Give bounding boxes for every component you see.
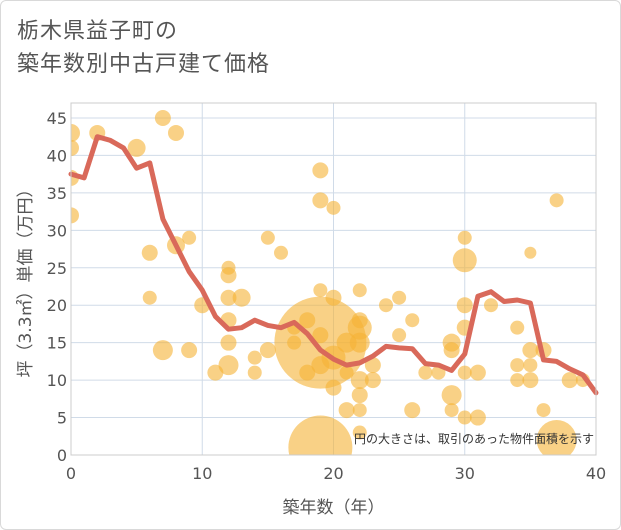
data-bubble: [339, 365, 354, 380]
x-axis-ticks: 0 10 20 30 40: [66, 464, 606, 483]
data-bubble: [71, 139, 79, 156]
data-bubble: [561, 372, 578, 389]
data-bubble: [364, 372, 381, 389]
x-tick-label: 40: [586, 464, 606, 483]
data-bubble: [152, 340, 173, 361]
y-axis-title: 坪（3.3㎡）単価（万円）: [16, 180, 36, 377]
data-bubble: [247, 365, 262, 380]
y-axis-ticks: 0 5 10 15 20 25 30 35 40 45: [47, 109, 67, 465]
x-tick-label: 0: [66, 464, 76, 483]
data-bubble: [405, 313, 420, 328]
data-bubble: [392, 290, 407, 305]
data-bubble: [325, 289, 342, 306]
data-bubble: [510, 320, 525, 335]
trend-line: [68, 134, 599, 396]
data-bubble: [352, 403, 367, 418]
data-bubble: [510, 358, 525, 373]
chart-title-line-2: 築年数別中古戸建て価格: [17, 52, 271, 77]
data-bubble: [168, 124, 184, 141]
y-tick-label: 25: [47, 259, 67, 278]
data-bubble: [351, 387, 368, 404]
data-bubble: [379, 298, 393, 313]
data-bubble: [312, 162, 329, 179]
data-bubble: [142, 290, 157, 305]
y-tick-label: 20: [47, 296, 67, 315]
data-bubble: [469, 409, 486, 426]
data-bubble: [352, 283, 367, 298]
data-bubble: [404, 402, 421, 419]
data-bubble: [182, 230, 197, 245]
data-bubble: [127, 138, 146, 157]
data-bubble: [524, 246, 537, 259]
y-tick-label: 45: [47, 109, 67, 128]
data-bubble: [274, 245, 288, 260]
data-bubble: [364, 357, 381, 374]
y-tick-label: 35: [47, 184, 67, 203]
data-bubble: [141, 244, 158, 261]
data-bubble: [232, 288, 251, 307]
data-bubble: [260, 230, 275, 245]
data-bubble: [347, 315, 372, 340]
data-bubble: [392, 328, 407, 343]
data-bubble: [510, 373, 525, 388]
x-tick-label: 20: [323, 464, 343, 483]
data-bubble: [288, 415, 353, 455]
data-bubble: [220, 267, 237, 284]
data-bubble: [443, 342, 460, 359]
data-bubble: [352, 425, 367, 440]
data-bubble: [456, 297, 473, 314]
y-tick-label: 0: [57, 446, 67, 465]
chart-title-line-1: 栃木県益子町の: [17, 19, 179, 44]
y-tick-label: 5: [57, 409, 67, 428]
data-bubble: [444, 403, 459, 418]
data-bubble: [522, 372, 539, 389]
x-tick-label: 10: [192, 464, 212, 483]
data-bubble: [457, 410, 472, 425]
data-bubble: [536, 420, 577, 455]
data-bubble: [452, 248, 477, 273]
chart-title: 栃木県益子町の 築年数別中古戸建て価格: [17, 15, 270, 81]
plot-border: [70, 102, 597, 456]
data-bubble: [441, 385, 462, 406]
y-tick-label: 15: [47, 334, 67, 353]
data-bubble: [259, 342, 276, 359]
x-tick-label: 30: [455, 464, 475, 483]
data-bubble: [522, 342, 539, 359]
data-bubble: [457, 365, 472, 380]
data-bubble: [350, 371, 369, 390]
y-tick-label: 40: [47, 146, 67, 165]
data-bubble: [71, 207, 79, 224]
data-bubble: [325, 379, 342, 396]
data-bubble: [312, 192, 329, 209]
y-tick-label: 10: [47, 371, 67, 390]
data-bubble: [154, 109, 171, 126]
data-bubble: [418, 365, 433, 380]
data-bubble: [71, 123, 80, 142]
data-bubble: [469, 364, 486, 381]
data-bubble: [181, 342, 198, 359]
bubble-size-note: 円の大きさは、取引のあった物件面積を示す: [354, 431, 594, 446]
data-bubble: [326, 200, 341, 215]
y-tick-label: 30: [47, 221, 67, 240]
data-bubble: [313, 283, 328, 298]
data-bubble: [338, 402, 355, 419]
data-bubble: [549, 193, 564, 208]
data-bubble: [457, 230, 472, 245]
data-bubble: [220, 289, 237, 306]
data-bubble: [218, 355, 239, 376]
data-bubble: [220, 334, 237, 351]
data-bubble: [247, 350, 262, 365]
data-bubble: [536, 403, 551, 418]
data-bubble: [523, 358, 538, 373]
x-axis-title: 築年数（年）: [283, 498, 385, 518]
data-bubble: [484, 298, 498, 313]
data-bubble: [349, 332, 370, 353]
